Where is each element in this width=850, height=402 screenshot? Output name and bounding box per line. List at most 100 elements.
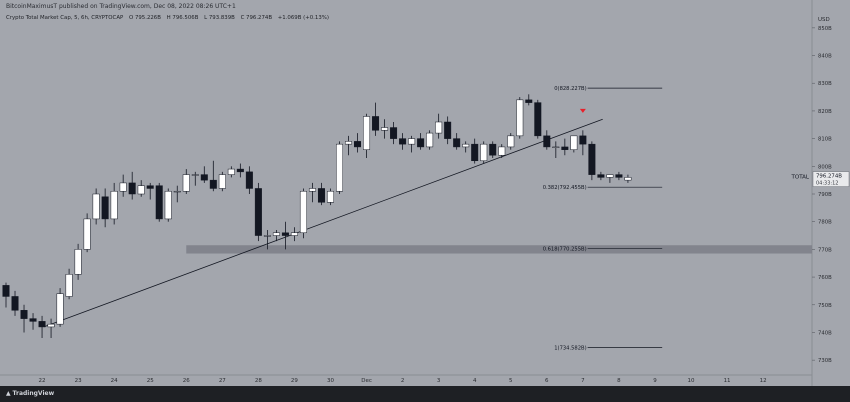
candle-body — [101, 196, 109, 220]
ascending-trendline — [43, 118, 603, 328]
currency-label: USD — [818, 17, 830, 23]
x-tick-label: 7 — [581, 378, 585, 384]
candle-body — [561, 146, 569, 150]
tradingview-logo-icon: ▲ — [6, 390, 11, 397]
candle-body — [317, 188, 325, 203]
y-tick-label: 770B — [818, 247, 832, 253]
candle-body — [354, 141, 362, 148]
candle-body — [453, 138, 461, 148]
change-value: +1.069B (+0.13%) — [277, 15, 329, 21]
candle-body — [363, 116, 371, 150]
candle-body — [615, 174, 623, 178]
fib-level-label: 0(828.227B) — [554, 86, 586, 92]
y-tick-label: 730B — [818, 358, 832, 364]
candle-body — [20, 310, 28, 319]
candle-body — [480, 143, 488, 162]
candle-body — [336, 143, 343, 192]
candle-body — [281, 232, 289, 236]
current-price-tag — [812, 171, 850, 187]
candle-body — [191, 174, 199, 176]
candle-body — [11, 296, 19, 311]
candle-body — [236, 168, 244, 173]
y-tick-label: 740B — [818, 330, 832, 336]
brand-label: TradingView — [12, 390, 55, 397]
low-value: L 793.839B — [204, 15, 235, 21]
y-tick-label: 750B — [818, 303, 832, 309]
y-tick-label: 800B — [818, 164, 832, 170]
candle-body — [516, 99, 524, 137]
candle-body — [182, 174, 190, 192]
x-tick-label: 26 — [183, 378, 190, 384]
x-tick-label: Dec — [361, 378, 372, 384]
candle-body — [92, 193, 100, 220]
x-tick-label: 4 — [473, 378, 477, 384]
candle-body — [245, 171, 253, 189]
candle-body — [65, 274, 73, 297]
x-tick-label: 29 — [291, 378, 298, 384]
candle-body — [426, 132, 434, 148]
candle-body — [200, 174, 208, 181]
candle-body — [552, 146, 560, 148]
candle-body — [2, 285, 10, 297]
candle-body — [345, 141, 353, 145]
x-tick-label: 30 — [327, 378, 334, 384]
high-value: H 796.506B — [166, 15, 199, 21]
candle-body — [399, 138, 407, 145]
current-price-value: 796.274B — [816, 174, 842, 180]
candle-body — [254, 188, 262, 236]
candle-body — [119, 182, 127, 192]
candle-body — [543, 135, 551, 148]
y-tick-label: 780B — [818, 220, 832, 226]
candle-body — [579, 135, 587, 145]
x-tick-label: 9 — [653, 378, 657, 384]
candle-body — [507, 135, 515, 148]
current-price-series-label: TOTAL — [791, 175, 810, 181]
candle-body — [588, 143, 596, 175]
x-tick-label: 6 — [545, 378, 549, 384]
tradingview-logo[interactable]: ▲ TradingView — [6, 389, 54, 399]
candle-body — [624, 177, 632, 181]
candle-body — [489, 143, 497, 156]
candle-body — [272, 232, 280, 236]
candle-body — [326, 190, 334, 203]
candlestick-chart[interactable]: USD 850B 840B 830B 820B 810B 800B 790B 780B 770B 7… — [0, 0, 850, 386]
x-tick-label: 25 — [147, 378, 154, 384]
candle-body — [146, 185, 154, 189]
candle-body — [381, 127, 389, 131]
candle-body — [29, 318, 37, 322]
x-tick-label: 24 — [111, 378, 118, 384]
fib-level-label: 1(734.582B) — [554, 345, 586, 351]
candle-body — [83, 218, 91, 250]
y-tick-label: 810B — [818, 137, 832, 143]
candle-body — [471, 143, 479, 162]
candle-body — [47, 323, 55, 328]
candle-body — [390, 127, 398, 139]
y-tick-label: 850B — [818, 26, 832, 32]
candle-body — [209, 179, 217, 189]
open-value: O 795.226B — [128, 15, 161, 21]
x-tick-label: 2 — [401, 378, 405, 384]
candle-body — [444, 121, 452, 139]
symbol-label[interactable]: Crypto Total Market Cap, 5, 6h, CRYPTOCA… — [6, 15, 124, 21]
candle-body — [137, 185, 145, 195]
x-tick-label: 3 — [437, 378, 441, 384]
candle-body — [155, 185, 163, 220]
x-tick-label: 23 — [75, 378, 82, 384]
candle-body — [110, 190, 118, 220]
candle-body — [299, 190, 307, 234]
y-tick-label: 760B — [818, 275, 832, 281]
footer-bar: ▲ TradingView — [0, 386, 850, 402]
candle-body — [173, 190, 181, 193]
x-tick-label: 22 — [39, 378, 46, 384]
candle-body — [263, 235, 271, 237]
candle-body — [570, 135, 578, 150]
x-tick-label: 5 — [509, 378, 513, 384]
candle-body — [128, 182, 136, 195]
candle-body — [525, 99, 533, 103]
x-tick-label: 12 — [760, 378, 767, 384]
x-tick-label: 27 — [219, 378, 226, 384]
candle-body — [38, 321, 46, 328]
candle-body — [462, 143, 470, 148]
candle-body — [56, 293, 64, 325]
